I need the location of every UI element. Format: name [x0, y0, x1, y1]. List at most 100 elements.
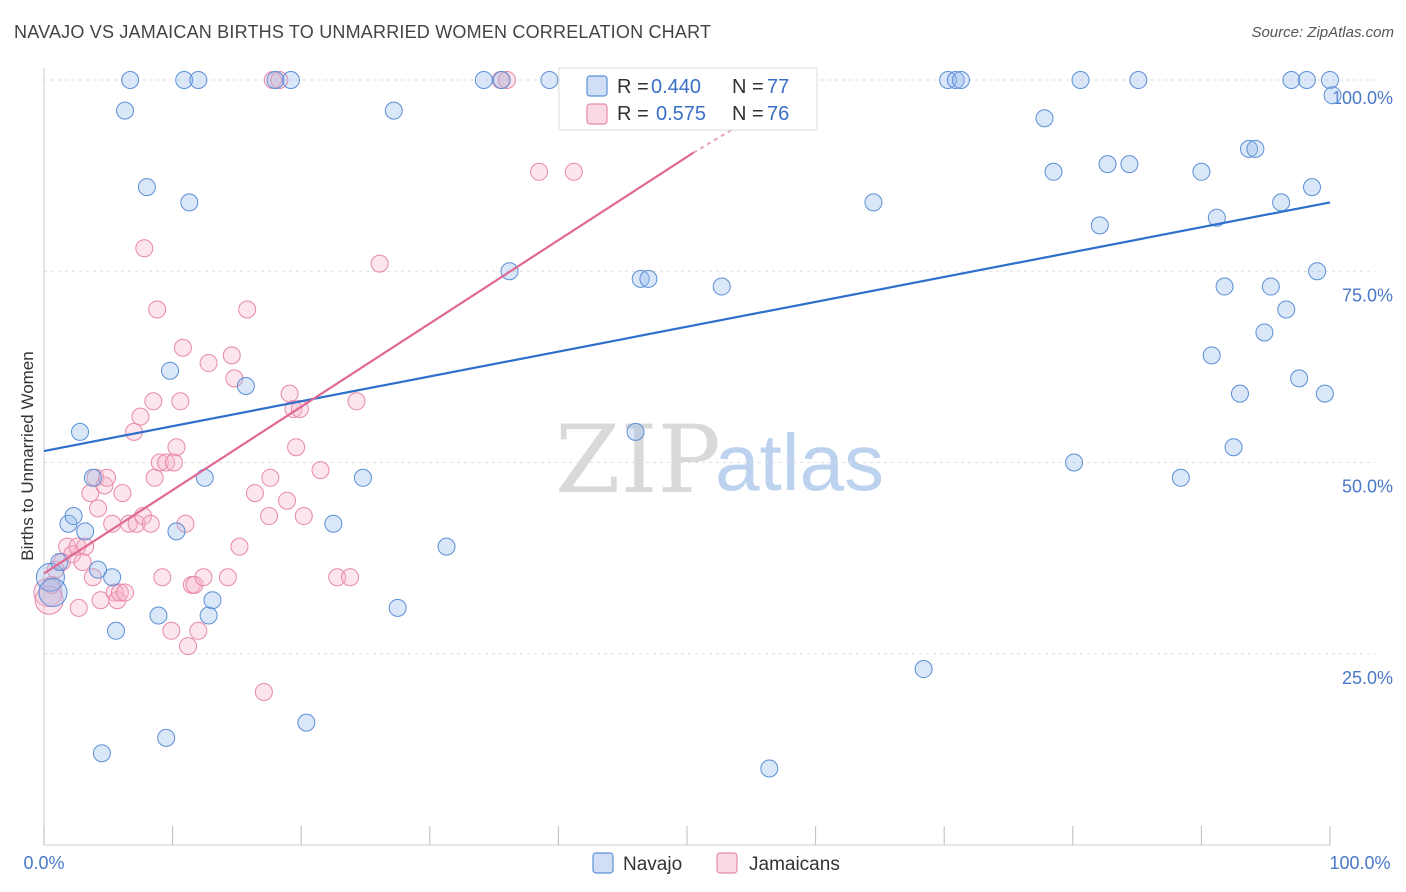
stats-navajo-n-label: N =	[732, 76, 764, 98]
navajo-point	[540, 71, 559, 89]
navajo-point	[1272, 193, 1291, 212]
jamaican-point	[280, 384, 299, 403]
jamaican-point	[116, 583, 135, 602]
chart-title: NAVAJO VS JAMAICAN BIRTHS TO UNMARRIED W…	[14, 22, 712, 42]
jamaican-point	[245, 484, 264, 503]
jamaican-point	[497, 71, 516, 89]
navajo-point	[1090, 216, 1109, 235]
navajo-point	[324, 514, 343, 533]
watermark-zip: ZIP	[555, 406, 721, 515]
jamaican-point	[89, 499, 108, 518]
jamaican-point	[150, 453, 169, 472]
navajo-point	[38, 578, 68, 608]
navajo-point	[266, 71, 285, 89]
navajo-point	[83, 468, 102, 487]
navajo-point	[946, 71, 965, 89]
jamaican-point	[148, 300, 167, 319]
navajo-point	[1246, 139, 1265, 158]
gridlines	[44, 79, 1375, 655]
navajo-point	[1282, 71, 1301, 89]
jamaican-point	[113, 484, 132, 503]
jamaican-point	[370, 254, 389, 273]
navajo-point	[1035, 109, 1054, 128]
jamaican-point	[254, 683, 273, 701]
navajo-point	[175, 71, 194, 89]
navajo-point	[189, 71, 208, 89]
navajo-point	[92, 744, 111, 763]
navajo-point	[64, 507, 83, 526]
jamaican-point	[194, 568, 213, 587]
navajo-point	[1171, 468, 1190, 487]
navajo-point	[199, 606, 218, 625]
jamaican-point	[564, 162, 583, 181]
y-tick-labels: 25.0% 50.0% 75.0% 100.0%	[1332, 88, 1393, 688]
jamaican-point	[167, 438, 186, 457]
navajo-point	[1323, 86, 1342, 105]
jamaican-point	[287, 438, 306, 457]
jamaican-point	[311, 461, 330, 480]
navajo-point	[474, 71, 493, 89]
navajo-point	[236, 377, 255, 395]
jamaican-point	[218, 568, 237, 587]
x-tick-label-min: 0.0%	[23, 853, 64, 873]
jamaican-point	[347, 392, 366, 411]
navajo-point	[1207, 208, 1226, 227]
y-tick-label: 75.0%	[1342, 285, 1393, 305]
x-tick-label-max: 100.0%	[1329, 853, 1390, 873]
navajo-point	[626, 422, 645, 441]
legend-label-navajo: Navajo	[623, 854, 682, 875]
jamaican-point	[42, 575, 61, 594]
jamaican-point	[261, 468, 280, 487]
navajo-point	[76, 522, 95, 541]
navajo-point	[1239, 139, 1258, 158]
navajo-point	[121, 71, 140, 89]
navajo-point	[384, 101, 403, 120]
jamaican-point	[34, 585, 64, 615]
jamaican-point	[230, 537, 249, 556]
jamaican-point	[278, 491, 297, 510]
chart-source: Source: ZipAtlas.com	[1251, 24, 1394, 41]
navajo-point	[1308, 262, 1327, 281]
jamaican-trend-line	[43, 151, 695, 575]
navajo-point	[388, 598, 407, 617]
navajo-point	[161, 361, 180, 380]
stats-jamaican-n-value: 76	[767, 103, 789, 125]
navajo-point	[951, 71, 970, 89]
jamaican-point	[110, 583, 129, 602]
navajo-point	[157, 728, 176, 747]
navajo-point	[353, 468, 372, 487]
jamaican-point	[176, 514, 195, 533]
jamaican-point	[127, 514, 146, 533]
y-tick-label: 25.0%	[1342, 668, 1393, 688]
stats-jamaican-r-value: 0.575	[656, 103, 706, 125]
jamaican-point	[164, 453, 183, 472]
navajo-point	[1297, 71, 1316, 89]
navajo-point	[1302, 178, 1321, 197]
navajo-point	[939, 71, 958, 89]
jamaican-point	[173, 338, 192, 357]
navajo-point	[712, 277, 731, 296]
navajo-point	[149, 606, 168, 625]
navajo-point	[1315, 384, 1334, 403]
stats-swatch-jamaican	[586, 103, 608, 125]
jamaican-point	[131, 407, 150, 426]
navajo-points	[35, 71, 1342, 778]
jamaican-point	[135, 239, 154, 258]
navajo-point	[71, 422, 90, 441]
watermark-atlas: atlas	[715, 418, 884, 507]
jamaican-point	[530, 162, 549, 181]
jamaicans-points	[33, 71, 687, 701]
jamaican-point	[162, 621, 181, 640]
jamaican-point	[73, 552, 92, 571]
legend-swatch-navajo	[592, 852, 614, 874]
x-axis-ticks	[43, 826, 1331, 845]
navajo-point	[1255, 323, 1274, 342]
jamaican-point	[145, 468, 164, 487]
y-tick-label: 50.0%	[1342, 477, 1393, 497]
navajo-point	[1071, 71, 1090, 89]
navajo-point	[137, 178, 156, 197]
navajo-point	[864, 193, 883, 212]
jamaican-point	[141, 514, 160, 533]
navajo-point	[297, 713, 316, 732]
navajo-point	[1230, 384, 1249, 403]
